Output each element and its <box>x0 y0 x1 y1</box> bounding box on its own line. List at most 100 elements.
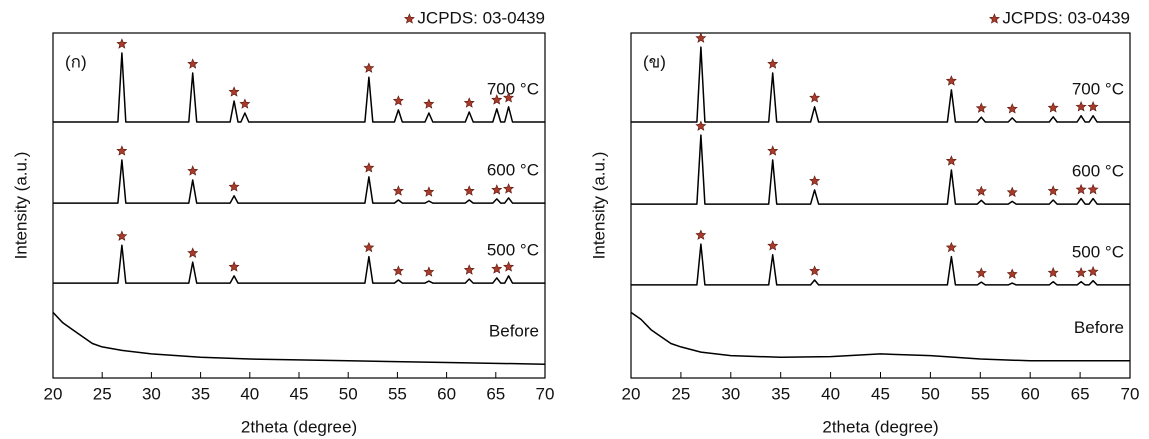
plot-frame <box>52 32 546 379</box>
legend-label: JCPDS: 03-0439 <box>1002 8 1130 27</box>
peak-marker <box>239 98 251 109</box>
x-tick-label: 55 <box>388 384 407 403</box>
peak-marker <box>491 263 503 274</box>
peak-marker <box>695 120 707 131</box>
legend-marker <box>403 13 415 24</box>
x-tick-label: 35 <box>191 384 210 403</box>
series-label: 600 °C <box>487 161 539 180</box>
peak-marker <box>463 264 475 275</box>
x-tick-label: 20 <box>44 384 63 403</box>
peak-marker <box>363 162 375 173</box>
series-label: 500 °C <box>1072 242 1124 261</box>
peak-marker <box>463 185 475 196</box>
peak-marker <box>392 265 404 276</box>
pattern-line <box>630 311 1130 362</box>
peak-marker <box>423 186 435 197</box>
peak-marker <box>1075 183 1087 195</box>
peak-marker <box>695 229 707 240</box>
peak-marker <box>423 98 435 109</box>
legend-marker <box>988 13 1000 24</box>
plot-frame <box>630 32 1131 379</box>
peak-marker <box>975 267 987 278</box>
pattern-line <box>631 243 1130 286</box>
peak-marker <box>491 184 503 195</box>
x-tick-label: 30 <box>142 384 161 403</box>
peak-marker <box>187 247 199 258</box>
peak-marker <box>975 185 987 197</box>
peak-marker <box>503 92 515 103</box>
x-axis-label: 2theta (degree) <box>241 417 357 436</box>
peak-marker <box>1087 183 1099 195</box>
x-tick-label: 65 <box>486 384 505 403</box>
peak-marker <box>1087 101 1099 112</box>
panel-label: (ก) <box>65 52 87 71</box>
peak-marker <box>1047 185 1059 196</box>
panel-label: (ข) <box>643 52 666 71</box>
peak-marker <box>767 58 779 69</box>
peak-marker <box>392 95 404 106</box>
peak-marker <box>228 181 240 192</box>
peak-marker <box>945 241 957 253</box>
peak-marker <box>1047 102 1059 113</box>
pattern-line <box>52 311 546 365</box>
peak-marker <box>1006 103 1018 114</box>
peak-marker <box>392 185 404 196</box>
series-label: 700 °C <box>487 79 539 98</box>
peak-marker <box>491 94 503 105</box>
peak-marker <box>363 241 375 253</box>
y-axis-label: Intensity (a.u.) <box>11 152 30 260</box>
peak-marker <box>423 266 435 277</box>
peak-marker <box>363 62 375 73</box>
peak-marker <box>187 165 199 176</box>
x-tick-label: 60 <box>1021 384 1040 403</box>
pattern-line <box>631 46 1130 123</box>
peak-marker <box>116 145 128 156</box>
peak-marker <box>767 145 779 156</box>
series-label: Before <box>1074 318 1124 337</box>
peak-marker <box>228 86 240 97</box>
pattern-line <box>53 244 545 284</box>
x-tick-label: 40 <box>240 384 259 403</box>
x-axis-label: 2theta (degree) <box>822 417 938 436</box>
x-tick-label: 25 <box>93 384 112 403</box>
peak-marker <box>1087 265 1099 277</box>
x-tick-label: 40 <box>821 384 840 403</box>
series-label: 700 °C <box>1072 79 1124 98</box>
x-tick-label: 30 <box>721 384 740 403</box>
series-label: Before <box>489 322 539 341</box>
legend-label: JCPDS: 03-0439 <box>417 8 545 27</box>
x-tick-label: 50 <box>339 384 358 403</box>
peak-marker <box>945 155 957 166</box>
peak-marker <box>945 75 957 86</box>
peak-marker <box>1075 267 1087 278</box>
peak-marker <box>1047 267 1059 278</box>
peak-marker <box>1006 186 1018 198</box>
series-label: 500 °C <box>487 241 539 260</box>
peak-marker <box>228 261 240 272</box>
pattern-line <box>53 159 545 204</box>
x-tick-label: 65 <box>1071 384 1090 403</box>
x-tick-label: 45 <box>871 384 890 403</box>
pattern-line <box>53 52 545 123</box>
peak-marker <box>463 97 475 108</box>
peak-marker <box>116 38 128 49</box>
peak-marker <box>187 58 199 69</box>
peak-marker <box>975 102 987 113</box>
peak-marker <box>1006 268 1018 279</box>
x-tick-label: 35 <box>771 384 790 403</box>
x-tick-label: 60 <box>437 384 456 403</box>
x-tick-label: 55 <box>971 384 990 403</box>
x-tick-label: 20 <box>622 384 641 403</box>
peak-marker <box>116 230 128 241</box>
peak-marker <box>809 175 821 186</box>
x-tick-label: 70 <box>536 384 555 403</box>
x-tick-label: 50 <box>921 384 940 403</box>
peak-marker <box>1075 101 1087 112</box>
y-axis-label: Intensity (a.u.) <box>589 152 608 260</box>
x-tick-label: 70 <box>1121 384 1140 403</box>
x-tick-label: 45 <box>290 384 309 403</box>
peak-marker <box>767 240 779 251</box>
peak-marker <box>809 92 821 103</box>
peak-marker <box>503 261 515 272</box>
